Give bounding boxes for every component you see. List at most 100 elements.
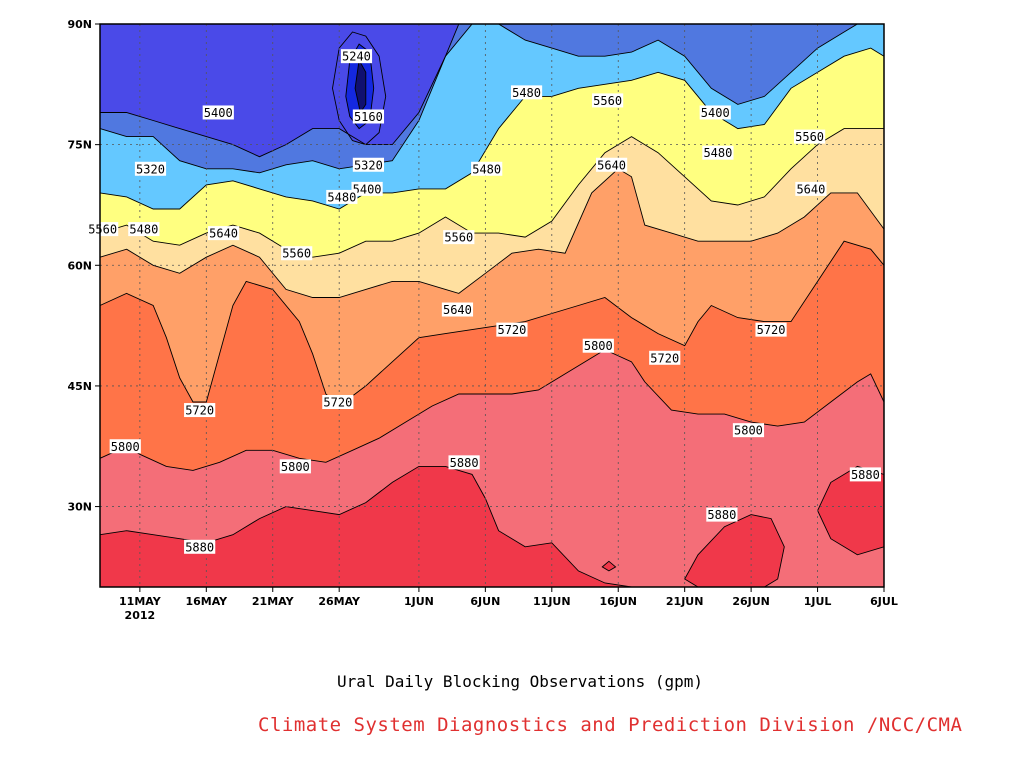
x-tick-label: 16JUN: [599, 595, 637, 608]
contour-label-text: 5880: [185, 540, 214, 554]
contour-label-bg: [279, 459, 311, 474]
contour-label-text: 5240: [342, 50, 371, 64]
contour-label: 5480: [702, 145, 734, 160]
contour-label-text: 5480: [327, 190, 356, 204]
x-tick-label: 1JUL: [804, 595, 832, 608]
contour-label-bg: [649, 350, 681, 365]
x-tick-sublabel: 2012: [125, 609, 156, 622]
contour-label-bg: [109, 439, 141, 454]
contour-label: 5880: [184, 539, 216, 554]
contour-label-text: 5880: [450, 456, 479, 470]
y-tick-label: 90N: [67, 18, 92, 31]
contour-label-text: 5480: [512, 86, 541, 100]
contour-label-bg: [352, 109, 385, 124]
contour-label: 5800: [279, 459, 311, 474]
y-tick-label: 60N: [67, 259, 92, 272]
x-tick-label: 6JUL: [870, 595, 898, 608]
contour-label-bg: [352, 157, 385, 172]
contour-label-text: 5640: [597, 158, 626, 172]
contour-label: 5880: [448, 455, 480, 470]
contour-label: 5560: [793, 129, 826, 144]
x-tick-label: 26MAY: [318, 595, 361, 608]
contour-label-bg: [595, 157, 628, 172]
contour-label: 5240: [340, 49, 373, 64]
contour-label-text: 5800: [734, 424, 763, 438]
contour-label-text: 5320: [136, 162, 165, 176]
contour-label-text: 5800: [111, 440, 140, 454]
contour-label-text: 5720: [323, 396, 352, 410]
contour-label-text: 5480: [472, 162, 501, 176]
contour-line-5320: [100, 23, 884, 158]
contour-label-bg: [340, 49, 373, 64]
y-tick-label: 75N: [67, 139, 92, 152]
x-tick-label: 26JUN: [732, 595, 770, 608]
contour-label-bg: [755, 322, 787, 337]
credit-line: Climate System Diagnostics and Predictio…: [258, 714, 963, 736]
x-tick-label: 21JUN: [666, 595, 704, 608]
contour-label: 5880: [849, 467, 881, 482]
contour-label: 5320: [352, 157, 385, 172]
y-tick-label: 45N: [67, 380, 92, 393]
contour-label-text: 5640: [443, 303, 472, 317]
contour-label: 5640: [441, 302, 474, 317]
contour-label-bg: [87, 222, 119, 237]
x-tick-label: 16MAY: [185, 595, 228, 608]
contour-label: 5720: [649, 350, 681, 365]
contour-label-bg: [849, 467, 881, 482]
contour-label-bg: [592, 93, 624, 108]
contour-label: 5800: [582, 338, 614, 353]
contour-label-bg: [322, 395, 354, 410]
x-tick-label: 6JUN: [470, 595, 500, 608]
contour-label-text: 5880: [851, 468, 880, 482]
contour-label: 5480: [326, 189, 358, 204]
band-fill-5320: [100, 24, 884, 157]
contour-label-text: 5720: [497, 323, 526, 337]
x-tick-label: 11JUN: [533, 595, 571, 608]
contour-label-bg: [706, 507, 738, 522]
contour-label-bg: [207, 226, 240, 241]
contour-label: 5560: [87, 222, 119, 237]
contour-label-text: 5640: [209, 227, 238, 241]
contour-label: 5560: [592, 93, 624, 108]
contour-label: 5800: [109, 439, 141, 454]
x-tick-label: 1JUN: [404, 595, 434, 608]
contour-label: 5720: [755, 322, 787, 337]
contour-label: 5720: [322, 395, 354, 410]
closed-contour-5880: [601, 560, 617, 572]
x-tick-label: 21MAY: [252, 595, 295, 608]
contour-line-5480: [99, 47, 885, 210]
contour-label: 5640: [795, 181, 827, 196]
contour-label: 5400: [351, 181, 383, 196]
contour-label-text: 5880: [707, 508, 736, 522]
contour-label-bg: [128, 222, 160, 237]
contour-label: 5640: [595, 157, 628, 172]
contour-label: 5480: [510, 85, 543, 100]
contour-label-text: 5160: [354, 110, 383, 124]
contour-label: 5560: [281, 246, 313, 261]
contour-line-5640: [99, 168, 885, 298]
contour-label: 5560: [443, 230, 475, 245]
contour-label-text: 5400: [353, 182, 382, 196]
contour-label: 5320: [134, 161, 167, 176]
contour-label: 5400: [202, 105, 234, 120]
contour-fills: [100, 24, 885, 588]
contour-label-bg: [326, 189, 358, 204]
contour-label-bg: [281, 246, 313, 261]
contour-label-bg: [496, 322, 528, 337]
contour-label-text: 5320: [354, 158, 383, 172]
contour-label-text: 5400: [701, 106, 730, 120]
contour-label-bg: [443, 230, 475, 245]
contour-label-text: 5560: [444, 231, 473, 245]
contour-label-text: 5560: [593, 94, 622, 108]
contour-label-bg: [441, 302, 474, 317]
contour-label-bg: [732, 423, 765, 438]
contour-label-text: 5560: [795, 130, 824, 144]
contour-label-text: 5720: [650, 351, 679, 365]
contour-label-text: 5800: [281, 460, 310, 474]
closed-contour-5080: [354, 58, 367, 114]
contour-label-text: 5400: [204, 106, 233, 120]
contour-label-text: 5560: [282, 247, 311, 261]
contour-label-bg: [471, 161, 503, 176]
